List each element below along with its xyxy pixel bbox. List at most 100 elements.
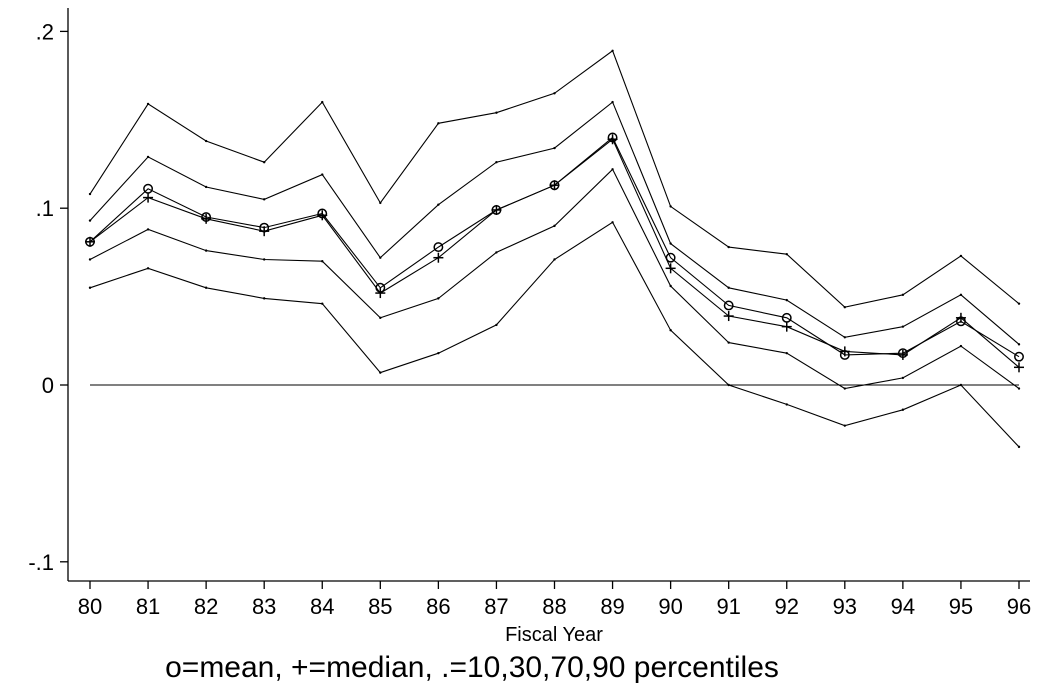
percentile-point <box>669 284 672 288</box>
percentile-point <box>379 371 382 374</box>
percentile-point <box>843 336 847 339</box>
median-point <box>839 346 850 357</box>
x-tick-label: 96 <box>1007 594 1031 619</box>
percentile-point <box>785 298 788 302</box>
percentile-point <box>611 221 614 224</box>
x-tick-label: 94 <box>891 594 915 619</box>
percentile-point <box>262 161 266 164</box>
percentile-point <box>611 100 614 104</box>
y-tick-label: .1 <box>36 196 54 221</box>
x-tick-label: 82 <box>194 594 218 619</box>
percentile-point <box>146 267 150 270</box>
y-tick-label: 0 <box>42 373 54 398</box>
x-tick-label: 87 <box>484 594 508 619</box>
median-point <box>955 312 966 323</box>
percentile-point <box>379 201 382 205</box>
percentile-point <box>146 102 150 106</box>
series-3 <box>85 132 1024 362</box>
percentile-point <box>959 293 963 297</box>
x-tick-label: 88 <box>542 594 566 619</box>
percentile-point <box>437 351 440 355</box>
percentile-point <box>437 203 440 206</box>
percentile-point <box>553 146 556 150</box>
series-4 <box>85 134 1024 373</box>
median-point <box>491 204 502 215</box>
percentile-point <box>1017 343 1021 346</box>
median-point <box>607 134 618 145</box>
series-2 <box>88 168 1021 390</box>
percentile-point <box>204 139 208 143</box>
chart-note: o=mean, +=median, .=10,30,70,90 percenti… <box>165 651 779 684</box>
percentile-point <box>379 256 382 259</box>
percentile-point <box>901 293 905 297</box>
median-point <box>897 349 908 360</box>
percentile-point <box>379 316 382 320</box>
x-tick-label: 84 <box>310 594 334 619</box>
series-line <box>89 49 1020 308</box>
percentile-point <box>321 260 324 263</box>
mean-point <box>1014 351 1024 362</box>
series-line <box>89 221 1020 448</box>
percentile-point <box>959 344 963 348</box>
percentile-point <box>669 328 672 332</box>
percentile-point <box>262 258 266 261</box>
percentile-point <box>727 383 730 387</box>
percentile-point <box>321 173 324 176</box>
percentile-point <box>843 306 847 309</box>
percentile-point <box>146 228 150 231</box>
mean-point <box>723 300 734 311</box>
median-point <box>665 263 676 274</box>
percentile-point <box>437 297 440 300</box>
percentile-point <box>727 286 730 289</box>
percentile-point <box>785 403 788 406</box>
percentile-point <box>843 387 847 390</box>
percentile-point <box>262 297 266 300</box>
percentile-point <box>1017 387 1021 390</box>
percentile-point <box>1017 445 1021 449</box>
median-point <box>259 226 270 237</box>
median-point <box>85 236 95 247</box>
percentile-point <box>262 198 266 201</box>
median-point <box>723 311 734 322</box>
percentile-point <box>553 224 556 228</box>
percentile-point <box>611 49 614 53</box>
percentile-point <box>321 302 324 305</box>
x-tick-label: 86 <box>426 594 450 619</box>
percentile-point <box>669 205 672 208</box>
median-point <box>317 210 328 221</box>
x-tick-label: 92 <box>775 594 799 619</box>
x-tick-label: 91 <box>716 594 740 619</box>
percentile-point <box>204 286 208 289</box>
series-line <box>89 138 1020 368</box>
percentile-point <box>959 383 963 387</box>
percentile-point <box>88 219 92 222</box>
percentile-point <box>204 185 208 189</box>
percentile-point <box>495 323 498 327</box>
x-tick-label: 83 <box>252 594 276 619</box>
x-tick-label: 85 <box>368 594 392 619</box>
percentile-point <box>1017 302 1021 305</box>
percentile-point <box>669 242 672 245</box>
x-tick-label: 81 <box>136 594 160 619</box>
percentile-point <box>611 168 614 171</box>
median-point <box>143 192 154 203</box>
percentile-point <box>88 286 92 289</box>
x-tick-label: 80 <box>78 594 102 619</box>
percentile-point <box>437 122 440 125</box>
x-tick-label: 90 <box>658 594 682 619</box>
percentile-point <box>495 111 498 114</box>
percentile-point <box>901 376 905 380</box>
x-tick-label: 95 <box>949 594 973 619</box>
percentile-point <box>495 251 498 254</box>
percentile-point <box>88 192 92 196</box>
median-point <box>201 213 212 224</box>
median-point <box>433 252 444 263</box>
percentile-point <box>88 258 92 261</box>
series-line <box>89 136 1020 358</box>
percentile-point <box>959 254 963 258</box>
axes <box>60 8 1030 589</box>
percentile-point <box>727 245 730 249</box>
x-axis-label: Fiscal Year <box>505 624 603 646</box>
series-5 <box>88 100 1021 346</box>
x-tick-labels: 80 81 82 83 84 85 86 87 88 89 90 91 92 93 94 95 96 <box>78 594 1031 619</box>
